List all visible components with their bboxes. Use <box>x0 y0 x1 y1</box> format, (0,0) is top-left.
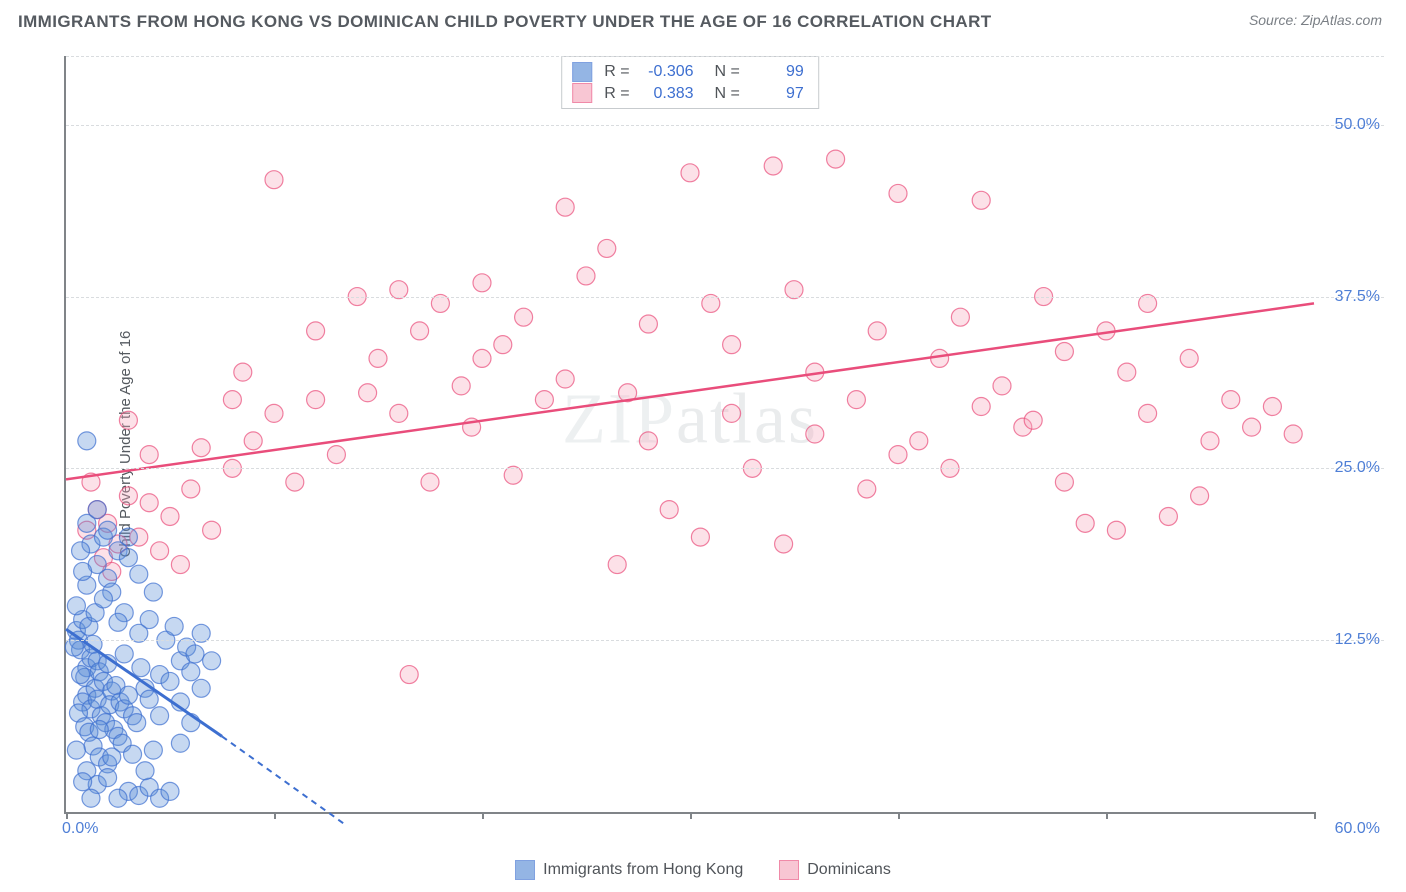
x-max-label: 60.0% <box>1335 820 1380 838</box>
y-tick-label: 12.5% <box>1335 631 1380 649</box>
stat-label-n: N = <box>706 83 740 105</box>
legend-label-series1: Immigrants from Hong Kong <box>543 861 743 879</box>
swatch-series1 <box>572 62 592 82</box>
stat-label-r: R = <box>604 61 629 83</box>
stat-label-r: R = <box>604 83 629 105</box>
stats-row-series1: R = -0.306 N = 99 <box>572 61 804 83</box>
stats-row-series2: R = 0.383 N = 97 <box>572 83 804 105</box>
chart-header: IMMIGRANTS FROM HONG KONG VS DOMINICAN C… <box>0 0 1406 38</box>
chart-title: IMMIGRANTS FROM HONG KONG VS DOMINICAN C… <box>18 12 992 32</box>
stat-r-series1: -0.306 <box>640 61 694 83</box>
stat-label-n: N = <box>706 61 740 83</box>
stats-legend-box: R = -0.306 N = 99 R = 0.383 N = 97 <box>561 56 819 109</box>
chart-source: Source: ZipAtlas.com <box>1249 12 1382 28</box>
chart-area: Child Poverty Under the Age of 16 ZIPatl… <box>18 46 1384 842</box>
scatter-svg <box>66 56 1314 812</box>
swatch-series2 <box>572 83 592 103</box>
y-tick-label: 37.5% <box>1335 288 1380 306</box>
y-tick-label: 25.0% <box>1335 459 1380 477</box>
stat-r-series2: 0.383 <box>640 83 694 105</box>
legend-item-series2: Dominicans <box>779 860 891 880</box>
legend-label-series2: Dominicans <box>807 861 891 879</box>
legend-swatch-series1 <box>515 860 535 880</box>
legend-swatch-series2 <box>779 860 799 880</box>
plot-region: ZIPatlas R = -0.306 N = 99 R = 0.383 N =… <box>64 56 1314 814</box>
stat-n-series1: 99 <box>750 61 804 83</box>
bottom-legend: Immigrants from Hong Kong Dominicans <box>0 860 1406 880</box>
legend-item-series1: Immigrants from Hong Kong <box>515 860 743 880</box>
stat-n-series2: 97 <box>750 83 804 105</box>
y-tick-label: 50.0% <box>1335 116 1380 134</box>
x-min-label: 0.0% <box>62 820 98 838</box>
